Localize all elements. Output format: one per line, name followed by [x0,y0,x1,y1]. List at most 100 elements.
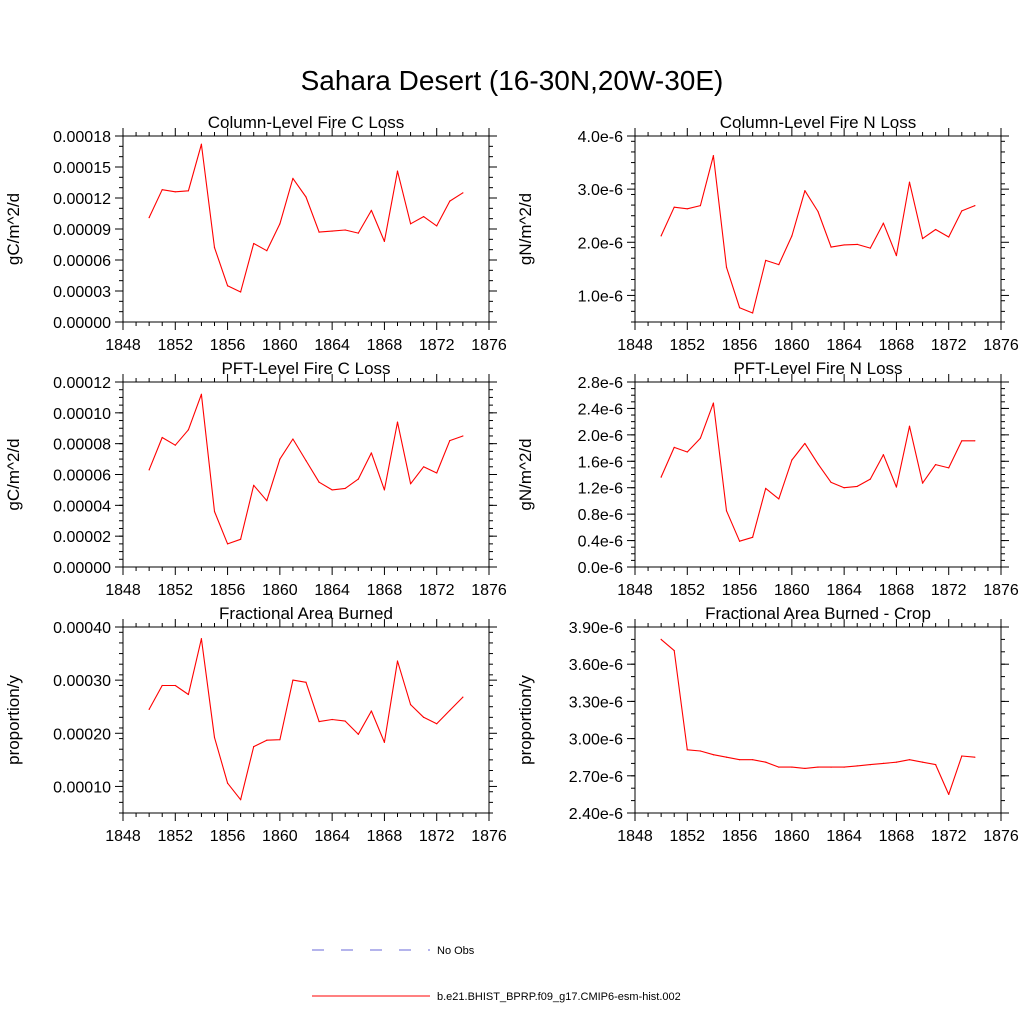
data-point [804,442,806,445]
data-point [253,242,255,245]
y-axis-label: proportion/y [4,675,23,765]
x-tick-label: 1872 [419,582,455,599]
data-point [974,205,976,207]
y-tick-label: 0.00010 [53,779,111,796]
data-point [292,177,294,179]
data-point [187,190,189,192]
data-point [856,765,858,767]
y-tick-label: 2.0e-6 [578,428,623,445]
y-tick-label: 2.8e-6 [578,375,623,392]
y-tick-label: 0.4e-6 [578,534,623,551]
y-tick-label: 4.0e-6 [578,129,623,146]
data-point [344,720,346,722]
x-tick-label: 1848 [617,582,653,599]
data-point [948,236,950,238]
data-point [279,739,281,741]
data-point [725,266,728,268]
x-tick-label: 1860 [262,582,298,599]
data-point [396,660,399,662]
data-point [174,191,176,193]
x-tick-label: 1848 [105,337,141,354]
x-tick-label: 1872 [419,337,455,354]
x-tick-label: 1860 [262,828,298,845]
data-point [357,232,359,234]
data-point [226,543,229,545]
panel-title: Column-Level Fire C Loss [208,113,405,132]
data-point [357,733,359,735]
data-point [187,693,189,696]
data-point [409,223,412,225]
data-point [738,307,741,309]
data-point [462,696,464,698]
y-tick-label: 0.00009 [53,222,111,239]
chart-panel-2: 1848 1852 1856 1860 1864 1868 1872 1876 1.0e-6 2.… [516,113,1019,354]
x-tick-label: 1868 [879,582,915,599]
data-point [423,216,425,218]
data-point [370,209,372,211]
x-tick-label: 1872 [419,828,455,845]
y-tick-label: 0.00000 [53,560,111,577]
data-point [908,425,911,427]
chart-panel-1: 1848 1852 1856 1860 1864 1868 1872 1876 0.00000 0… [4,113,507,354]
data-point [961,210,963,212]
data-point [148,217,150,219]
panel-title: PFT-Level Fire N Loss [733,359,902,378]
data-point [686,208,688,210]
x-tick-label: 1856 [210,337,246,354]
data-point [213,510,216,513]
data-point [882,454,884,456]
data-point [869,764,871,766]
data-point [226,782,229,784]
data-point [161,189,163,191]
data-point [817,210,819,213]
data-point [843,244,845,246]
data-point [200,143,203,145]
data-point [765,259,767,261]
data-point [449,439,451,442]
data-point [895,486,898,488]
x-tick-label: 1852 [157,582,193,599]
x-tick-label: 1852 [669,582,705,599]
data-point [882,762,884,765]
data-point [817,463,819,465]
data-point [791,235,793,237]
x-tick-label: 1852 [669,828,705,845]
y-tick-label: 0.00010 [53,406,111,423]
legend-label-no-obs: No Obs [437,945,475,957]
data-point [279,458,281,460]
data-point [357,478,359,480]
data-point [765,761,767,763]
data-point [686,749,688,751]
y-tick-label: 0.00012 [53,375,111,392]
data-point [699,750,701,752]
data-point [240,538,242,540]
chart-panel-6: 1848 1852 1856 1860 1864 1868 1872 1876 2.40e-6 2… [516,604,1019,845]
data-point [882,222,884,224]
data-point [712,155,715,157]
y-tick-label: 1.2e-6 [578,481,623,498]
x-tick-label: 1860 [774,582,810,599]
x-tick-label: 1876 [471,828,507,845]
y-tick-label: 0.00008 [53,437,111,454]
x-tick-label: 1848 [105,828,141,845]
data-point [331,718,333,721]
data-point [712,402,715,404]
x-tick-label: 1868 [879,828,915,845]
data-point [778,264,780,266]
y-tick-label: 1.0e-6 [578,288,623,305]
chart-panel-5: 1848 1852 1856 1860 1864 1868 1872 1876 0.00010 0… [4,604,507,845]
panel-title: Column-Level Fire N Loss [720,113,917,132]
x-tick-label: 1868 [367,337,403,354]
data-point [738,759,741,761]
y-tick-label: 3.30e-6 [569,694,623,711]
x-tick-label: 1856 [722,582,758,599]
data-point [423,466,425,468]
data-point [436,723,438,725]
x-tick-label: 1876 [471,582,507,599]
data-point [409,483,412,485]
data-point [843,487,845,489]
data-point [712,754,715,756]
data-point [213,736,216,739]
data-point [409,703,412,706]
